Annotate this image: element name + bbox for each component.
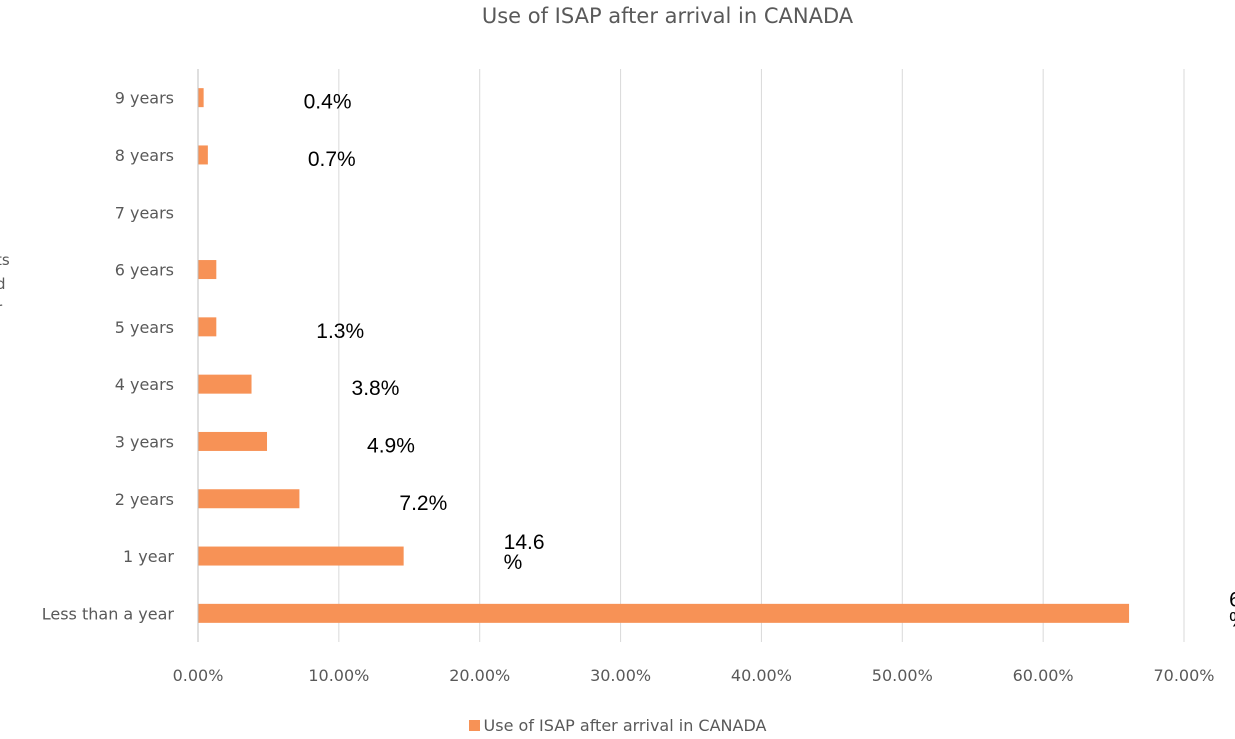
category-label: 7 years xyxy=(115,203,174,222)
data-label: 0.4% xyxy=(304,91,352,114)
cropped-text-line: r xyxy=(0,296,10,320)
data-label: 4.9% xyxy=(367,434,415,457)
x-tick-label: 0.00% xyxy=(173,666,224,685)
bars xyxy=(198,88,1130,623)
data-label: 14.6% xyxy=(504,531,545,574)
bar xyxy=(198,489,300,509)
x-tick-label: 60.00% xyxy=(1013,666,1074,685)
data-label: 0.7% xyxy=(308,148,356,171)
category-label: 2 years xyxy=(115,490,174,509)
cropped-side-text: ts d r xyxy=(0,248,10,320)
category-label: 1 year xyxy=(123,547,174,566)
data-label: 7.2% xyxy=(399,492,447,515)
x-tick-label: 40.00% xyxy=(731,666,792,685)
bar xyxy=(198,260,217,280)
bar xyxy=(198,431,268,451)
legend-label: Use of ISAP after arrival in CANADA xyxy=(483,716,767,735)
cropped-text-line: d xyxy=(0,275,6,293)
legend: Use of ISAP after arrival in CANADA xyxy=(0,716,1235,735)
data-label: 66.1% xyxy=(1229,588,1235,631)
bar xyxy=(198,145,208,165)
data-label: 3.8% xyxy=(352,377,400,400)
bar xyxy=(198,374,252,394)
x-tick-label: 30.00% xyxy=(590,666,651,685)
bar xyxy=(198,88,204,108)
category-label: 3 years xyxy=(115,432,174,451)
data-label: 1.3% xyxy=(316,320,364,343)
data-labels: 66.1% 14.6% 7.2% 4.9% 3.8% 1.3% 0.7% 0.4% xyxy=(304,91,1235,632)
category-label: 9 years xyxy=(115,89,174,108)
axes: 0.00% 10.00% 20.00% 30.00% 40.00% 50.00% 60.00… xyxy=(42,69,1215,685)
category-label: 8 years xyxy=(115,146,174,165)
category-label: 4 years xyxy=(115,375,174,394)
cropped-text-line: ts xyxy=(0,251,10,269)
category-label: 5 years xyxy=(115,318,174,337)
x-tick-label: 70.00% xyxy=(1153,666,1214,685)
bar xyxy=(198,317,217,337)
x-tick-label: 50.00% xyxy=(872,666,933,685)
x-tick-label: 10.00% xyxy=(308,666,369,685)
bar xyxy=(198,603,1130,623)
category-label: 6 years xyxy=(115,261,174,280)
gridlines xyxy=(338,69,1185,642)
legend-swatch xyxy=(468,720,480,731)
category-label: Less than a year xyxy=(42,604,175,623)
bar xyxy=(198,546,404,566)
chart-title: Use of ISAP after arrival in CANADA xyxy=(481,4,854,28)
x-tick-label: 20.00% xyxy=(449,666,510,685)
